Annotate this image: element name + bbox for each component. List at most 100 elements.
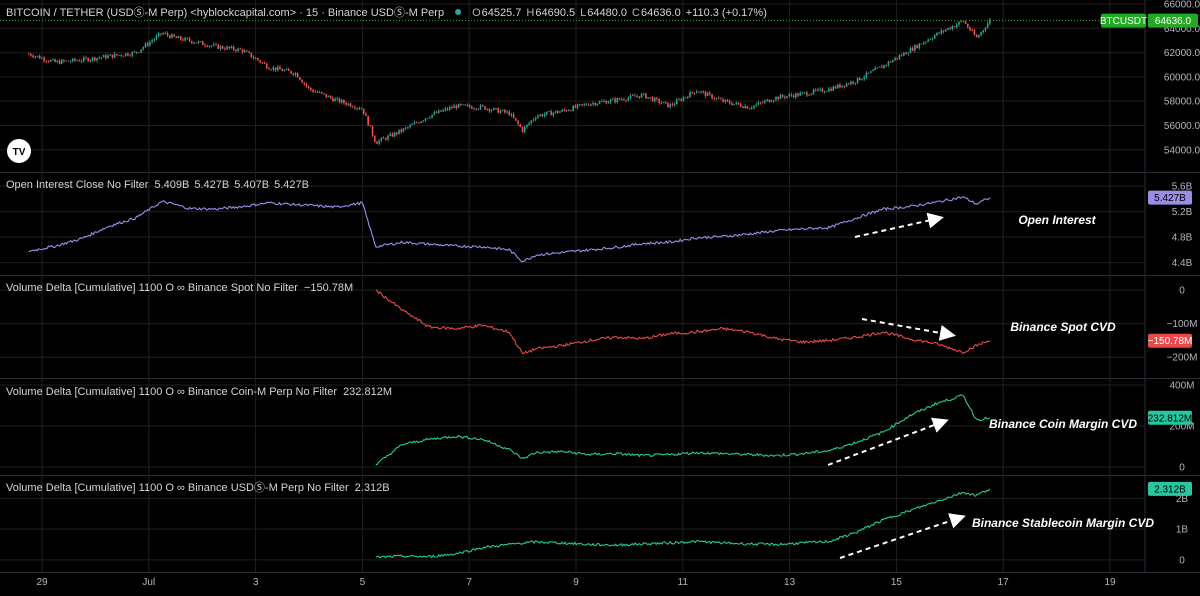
- candle-body: [978, 35, 980, 38]
- price-axis-label: 1B: [1176, 525, 1189, 536]
- cvd-legend[interactable]: Volume Delta [Cumulative] 1100 O ∞ Binan…: [6, 282, 298, 294]
- candle-body: [129, 55, 131, 57]
- candle-body: [138, 52, 140, 53]
- candle-body: [552, 112, 555, 116]
- candle-body: [54, 59, 56, 63]
- candle-body: [545, 111, 548, 115]
- candle-body: [118, 54, 120, 56]
- candle-body: [206, 45, 209, 47]
- stablecoin-cvd-note: Binance Stablecoin Margin CVD: [972, 516, 1154, 530]
- candle-body: [80, 60, 83, 62]
- candle-body: [210, 45, 213, 47]
- candle-body: [455, 105, 458, 108]
- candle-body: [850, 81, 852, 85]
- candle-body: [711, 94, 713, 99]
- candle-body: [627, 97, 630, 101]
- candle-body: [49, 60, 52, 62]
- candle-body: [93, 57, 96, 61]
- candle-body: [393, 132, 396, 137]
- candle-body: [157, 33, 160, 36]
- candle-body: [411, 124, 414, 126]
- candle-body: [347, 103, 350, 105]
- candle-body: [964, 21, 967, 25]
- candle-body: [872, 70, 874, 72]
- candle-body: [345, 102, 347, 105]
- candle-body: [168, 35, 171, 38]
- candle-body: [109, 54, 112, 56]
- time-axis-label: 13: [784, 577, 796, 588]
- candle-body: [217, 44, 220, 49]
- ohlc-value: 64690.5: [535, 7, 575, 19]
- price-axis-label: 0: [1179, 555, 1185, 566]
- candle-body: [420, 121, 422, 124]
- candle-body: [272, 67, 275, 70]
- candle-body: [565, 110, 568, 112]
- candle-body: [464, 104, 466, 106]
- candle-body: [561, 109, 563, 112]
- candle-body: [283, 70, 286, 72]
- price-axis-label: 200M: [1169, 421, 1194, 432]
- candle-body: [898, 55, 901, 59]
- candle-body: [292, 73, 295, 75]
- price-change: +110.3 (+0.17%): [686, 7, 767, 19]
- candle-body: [691, 91, 694, 93]
- candle-body: [429, 117, 431, 119]
- candle-body: [900, 55, 903, 57]
- candle-body: [892, 60, 894, 63]
- candle-body: [179, 36, 182, 40]
- cvd-legend[interactable]: Volume Delta [Cumulative] 1100 O ∞ Binan…: [6, 386, 337, 398]
- candle-body: [865, 72, 868, 78]
- candle-body: [814, 89, 817, 91]
- candle-body: [98, 57, 100, 59]
- candle-body: [962, 21, 965, 23]
- candle-body: [905, 52, 907, 55]
- candle-body: [459, 103, 462, 105]
- candle-body: [221, 46, 224, 49]
- candle-body: [618, 98, 621, 100]
- candle-body: [382, 137, 385, 139]
- oi-trend-arrow: [854, 212, 944, 238]
- candle-body: [334, 98, 336, 102]
- candle-body: [839, 84, 841, 88]
- cvd-legend[interactable]: Volume Delta [Cumulative] 1100 O ∞ Binan…: [6, 481, 349, 494]
- candle-body: [160, 33, 162, 35]
- candle-body: [682, 97, 685, 101]
- candle-body: [797, 93, 799, 96]
- candle-body: [268, 68, 270, 70]
- candle-body: [936, 32, 938, 36]
- price-axis-label: 64000.0: [1164, 24, 1200, 35]
- candle-body: [153, 39, 156, 41]
- candle-body: [124, 53, 127, 56]
- candle-body: [41, 57, 43, 59]
- price-axis-label: 54000.0: [1164, 145, 1200, 156]
- tradingview-logo-text: TV: [13, 147, 26, 158]
- cvd-legend-value: 2.312B: [355, 482, 390, 494]
- tradingview-logo-icon[interactable]: [7, 139, 31, 163]
- candle-body: [678, 99, 680, 101]
- candle-body: [422, 120, 425, 122]
- candle-body: [739, 104, 742, 107]
- last-value-text: −150.78M: [1148, 336, 1193, 347]
- oi-legend[interactable]: Open Interest Close No Filter: [6, 179, 149, 191]
- candle-body: [151, 40, 153, 43]
- main-legend[interactable]: BITCOIN / TETHER (USDⓈ-M Perp) <hyblockc…: [6, 6, 444, 19]
- candle-body: [387, 135, 389, 140]
- candle-body: [609, 99, 612, 103]
- stablecoin-trend-arrow: [839, 513, 966, 559]
- candle-body: [889, 61, 892, 63]
- candle-body: [338, 98, 341, 103]
- time-axis-label: 9: [573, 577, 579, 588]
- last-price-value: 64636.0: [1155, 16, 1192, 27]
- candle-body: [111, 54, 114, 58]
- ohlc-value: 64636.0: [641, 7, 681, 19]
- price-axis-label: 5.2B: [1172, 207, 1193, 218]
- candle-body: [713, 98, 716, 100]
- candle-body: [241, 49, 244, 52]
- candle-body: [766, 99, 768, 101]
- candle-body: [733, 103, 735, 105]
- candle-body: [720, 98, 722, 100]
- candle-body: [896, 58, 899, 59]
- candle-body: [885, 65, 888, 66]
